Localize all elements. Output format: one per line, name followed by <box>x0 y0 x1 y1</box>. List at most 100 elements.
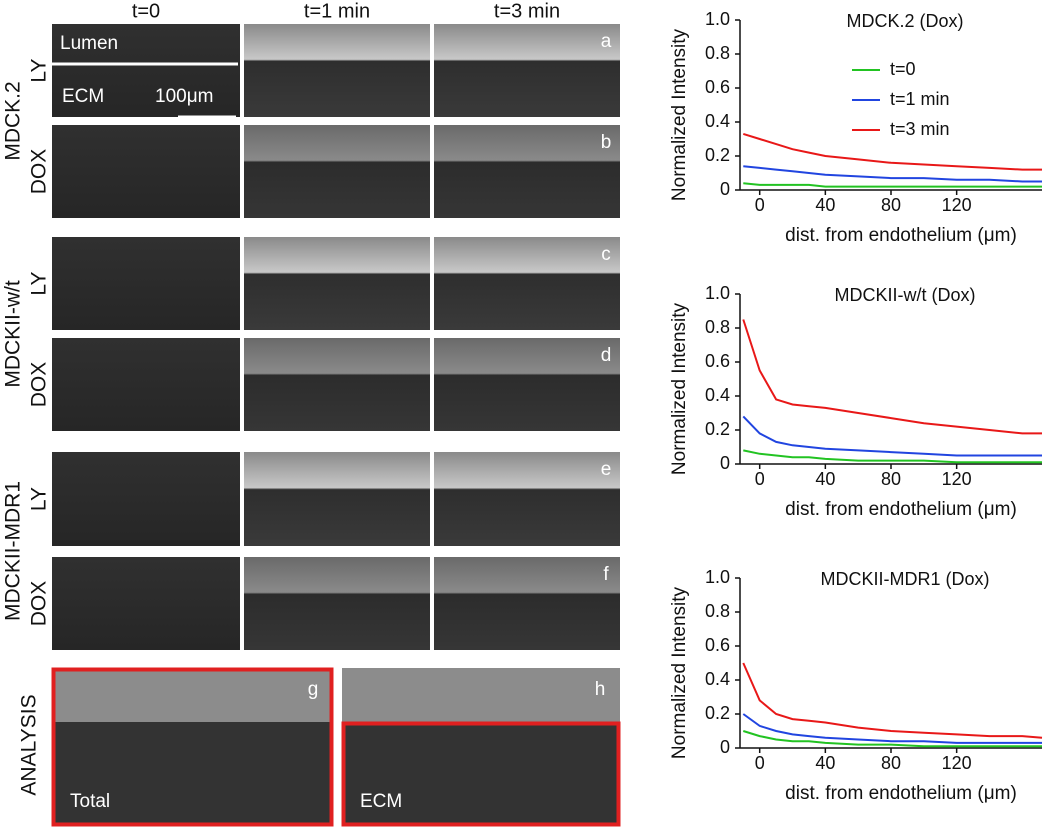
y-tick-label: 1.0 <box>705 283 730 303</box>
chart-title: MDCK.2 (Dox) <box>846 11 963 31</box>
x-tick-label: 120 <box>942 469 972 489</box>
y-axis-label: Normalized Intensity <box>669 302 690 475</box>
micrograph <box>434 452 620 546</box>
panel-letter: b <box>601 132 612 153</box>
y-tick-label: 0.2 <box>705 703 730 723</box>
group-label: MDCKII-w/t <box>2 280 25 387</box>
overlay-ecm: ECM <box>62 86 104 107</box>
x-tick-label: 120 <box>942 195 972 215</box>
group-label: MDCKII-MDR1 <box>2 481 25 621</box>
micrograph <box>434 24 620 117</box>
micrograph <box>434 125 620 218</box>
y-tick-label: 0.2 <box>705 419 730 439</box>
micrograph <box>434 237 620 330</box>
x-axis-label: dist. from endothelium (μm) <box>785 499 1017 520</box>
data-line <box>742 662 1043 739</box>
micrograph <box>52 338 240 431</box>
x-axis-label: dist. from endothelium (μm) <box>785 783 1017 804</box>
y-tick-label: 0 <box>720 453 730 473</box>
x-tick-label: 0 <box>755 469 765 489</box>
y-tick-label: 0.4 <box>705 385 730 405</box>
x-tick-label: 80 <box>881 753 901 773</box>
micrograph <box>244 24 430 117</box>
panel-letter: d <box>601 345 612 366</box>
data-line <box>742 730 1042 748</box>
y-tick-label: 0.6 <box>705 635 730 655</box>
scale-label: 100μm <box>155 86 213 107</box>
y-tick-label: 0.8 <box>705 601 730 621</box>
micrograph <box>52 237 240 330</box>
data-line <box>742 713 1042 744</box>
panel-letter: c <box>601 244 611 265</box>
x-tick-label: 40 <box>815 195 835 215</box>
legend-label: t=3 min <box>890 119 950 139</box>
chart-title: MDCKII-w/t (Dox) <box>835 285 976 305</box>
y-tick-label: 0.8 <box>705 317 730 337</box>
x-tick-label: 40 <box>815 469 835 489</box>
micrograph <box>342 722 620 826</box>
row-label: DOX <box>28 581 51 627</box>
row-label: LY <box>28 271 51 295</box>
row-label: DOX <box>28 362 51 408</box>
y-tick-label: 0.4 <box>705 111 730 131</box>
data-line <box>743 449 1042 464</box>
panel-letter: e <box>601 459 612 480</box>
roi-box <box>51 667 334 827</box>
micrograph <box>52 557 240 650</box>
legend-label: t=0 <box>890 59 916 79</box>
panel-label: Total <box>70 791 110 812</box>
y-tick-label: 1.0 <box>705 9 730 29</box>
data-line <box>743 165 1042 183</box>
y-tick-label: 0.2 <box>705 145 730 165</box>
micrograph <box>244 125 430 218</box>
data-line <box>743 182 1042 188</box>
micrograph <box>244 557 430 650</box>
data-line <box>742 132 1042 171</box>
overlay-lumen: Lumen <box>60 33 118 54</box>
y-tick-label: 0.8 <box>705 43 730 63</box>
y-tick-label: 0.6 <box>705 77 730 97</box>
column-header: t=3 min <box>494 0 560 22</box>
group-label: MDCK.2 <box>2 81 25 160</box>
panel-letter: a <box>601 31 612 52</box>
column-header: t=0 <box>132 0 160 22</box>
micrograph <box>52 125 240 218</box>
y-tick-label: 0 <box>720 179 730 199</box>
row-label: LY <box>28 487 51 511</box>
x-tick-label: 40 <box>815 753 835 773</box>
data-line <box>742 415 1042 457</box>
micrograph <box>434 338 620 431</box>
row-label: DOX <box>28 149 51 195</box>
data-line <box>742 319 1042 435</box>
x-tick-label: 120 <box>942 753 972 773</box>
y-tick-label: 0.6 <box>705 351 730 371</box>
y-axis-label: Normalized Intensity <box>669 28 690 201</box>
panel-letter: f <box>603 564 609 585</box>
panel-letter: h <box>595 679 606 700</box>
micrograph <box>52 24 240 117</box>
micrograph <box>244 338 430 431</box>
column-header: t=1 min <box>304 0 370 22</box>
panel-label: ECM <box>360 791 402 812</box>
x-axis-label: dist. from endothelium (μm) <box>785 225 1017 246</box>
x-tick-label: 80 <box>881 469 901 489</box>
roi-box <box>341 721 621 827</box>
x-tick-label: 0 <box>755 195 765 215</box>
x-tick-label: 0 <box>755 753 765 773</box>
micrograph <box>244 452 430 546</box>
micrograph <box>244 237 430 330</box>
panel-letter: g <box>308 679 319 700</box>
y-tick-label: 0.4 <box>705 669 730 689</box>
chart-title: MDCKII-MDR1 (Dox) <box>821 569 990 589</box>
y-axis-label: Normalized Intensity <box>669 586 690 759</box>
micrograph <box>52 452 240 546</box>
y-tick-label: 1.0 <box>705 567 730 587</box>
group-label: ANALYSIS <box>18 694 41 795</box>
x-tick-label: 80 <box>881 195 901 215</box>
micrograph <box>52 722 333 826</box>
row-label: LY <box>28 58 51 82</box>
micrograph <box>434 557 620 650</box>
legend-label: t=1 min <box>890 89 950 109</box>
y-tick-label: 0 <box>720 737 730 757</box>
